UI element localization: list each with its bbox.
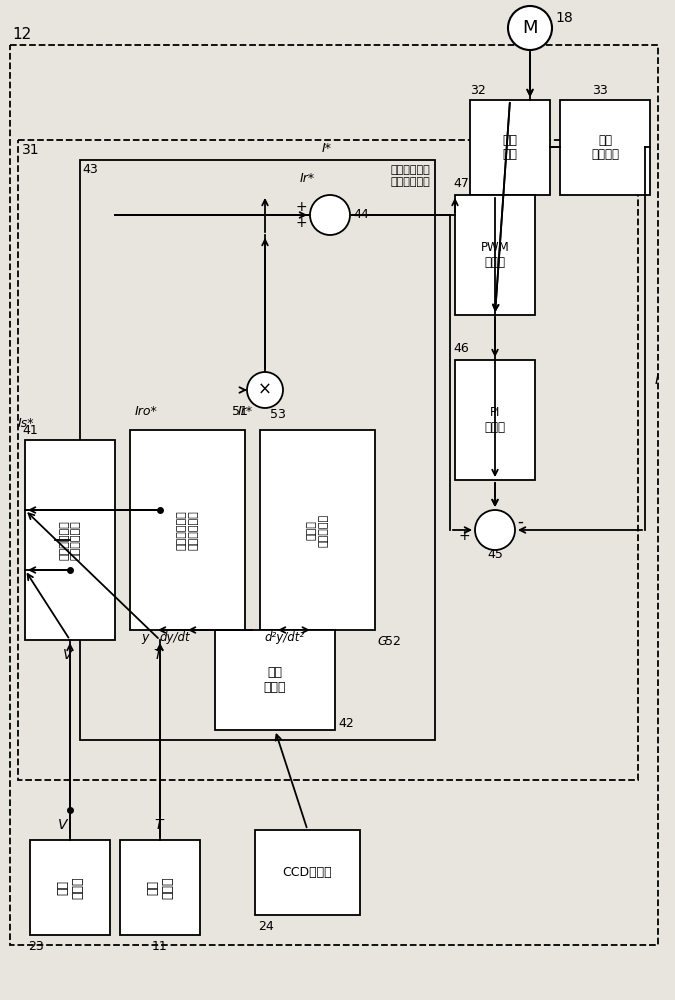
Text: 52: 52 — [385, 635, 401, 648]
Text: 车道保持辅助
电流值设定部: 车道保持辅助 电流值设定部 — [390, 165, 430, 187]
Text: Is*: Is* — [18, 417, 34, 430]
Bar — [18, 140, 638, 780]
Text: 43: 43 — [82, 163, 98, 176]
Text: +: + — [296, 216, 307, 230]
Text: I: I — [655, 373, 659, 387]
Bar — [560, 100, 650, 195]
Circle shape — [247, 372, 283, 408]
Text: 转矩
传感器: 转矩 传感器 — [146, 876, 174, 899]
Bar — [120, 840, 200, 935]
Text: 32: 32 — [470, 84, 486, 97]
Text: 11: 11 — [152, 940, 168, 953]
Text: 46: 46 — [453, 342, 468, 355]
Text: +: + — [296, 200, 307, 214]
Bar — [255, 830, 360, 915]
Text: dy/dt: dy/dt — [160, 632, 190, 645]
Text: PWM
控制部: PWM 控制部 — [481, 241, 510, 269]
Text: V: V — [63, 648, 73, 662]
Bar — [25, 440, 115, 640]
Text: 电流
检测电路: 电流 检测电路 — [591, 133, 619, 161]
Text: d²y/dt²: d²y/dt² — [265, 632, 305, 645]
Text: -: - — [517, 513, 523, 531]
Circle shape — [310, 195, 350, 235]
Text: Ir*: Ir* — [238, 405, 252, 418]
Bar — [215, 630, 335, 730]
Text: 31: 31 — [22, 143, 40, 157]
Text: 信息
获取部: 信息 获取部 — [264, 666, 286, 694]
Bar — [260, 430, 375, 630]
Text: 12: 12 — [12, 27, 31, 42]
Text: PI
控制部: PI 控制部 — [485, 406, 506, 434]
Text: CCD照相机: CCD照相机 — [283, 866, 332, 879]
Circle shape — [475, 510, 515, 550]
Text: 53: 53 — [270, 408, 286, 422]
Text: 47: 47 — [453, 177, 469, 190]
Bar — [455, 195, 535, 315]
Text: 23: 23 — [28, 940, 44, 953]
Text: G: G — [377, 635, 387, 648]
Circle shape — [508, 6, 552, 50]
Text: 42: 42 — [338, 717, 354, 730]
Text: 51: 51 — [232, 405, 248, 418]
Text: 车速
传感器: 车速 传感器 — [56, 876, 84, 899]
Text: M: M — [522, 19, 538, 37]
Bar — [130, 430, 245, 630]
Text: 18: 18 — [555, 11, 573, 25]
Text: Iro*: Iro* — [135, 405, 158, 418]
Text: I*: I* — [322, 142, 332, 155]
Text: 33: 33 — [592, 84, 608, 97]
Text: Ir*: Ir* — [300, 172, 315, 185]
Text: 45: 45 — [487, 548, 503, 562]
Text: +: + — [458, 529, 470, 543]
Text: 修正用
增益设定部: 修正用 增益设定部 — [306, 513, 328, 547]
Text: 驱动
电路: 驱动 电路 — [502, 133, 518, 161]
Bar — [30, 840, 110, 935]
Text: 44: 44 — [353, 209, 369, 222]
Text: T: T — [154, 818, 163, 832]
Text: y: y — [141, 632, 148, 645]
Text: 41: 41 — [22, 424, 38, 437]
Text: V: V — [58, 818, 68, 832]
Bar — [80, 160, 435, 740]
Text: T: T — [154, 648, 162, 662]
Text: 转向操作辅助
电流值设定部: 转向操作辅助 电流值设定部 — [59, 520, 81, 560]
Text: 车道保持辅助
电流值运算部: 车道保持辅助 电流值运算部 — [177, 510, 198, 550]
Bar — [455, 360, 535, 480]
Bar — [470, 100, 550, 195]
Text: 24: 24 — [258, 920, 274, 933]
Text: ×: × — [258, 381, 272, 399]
